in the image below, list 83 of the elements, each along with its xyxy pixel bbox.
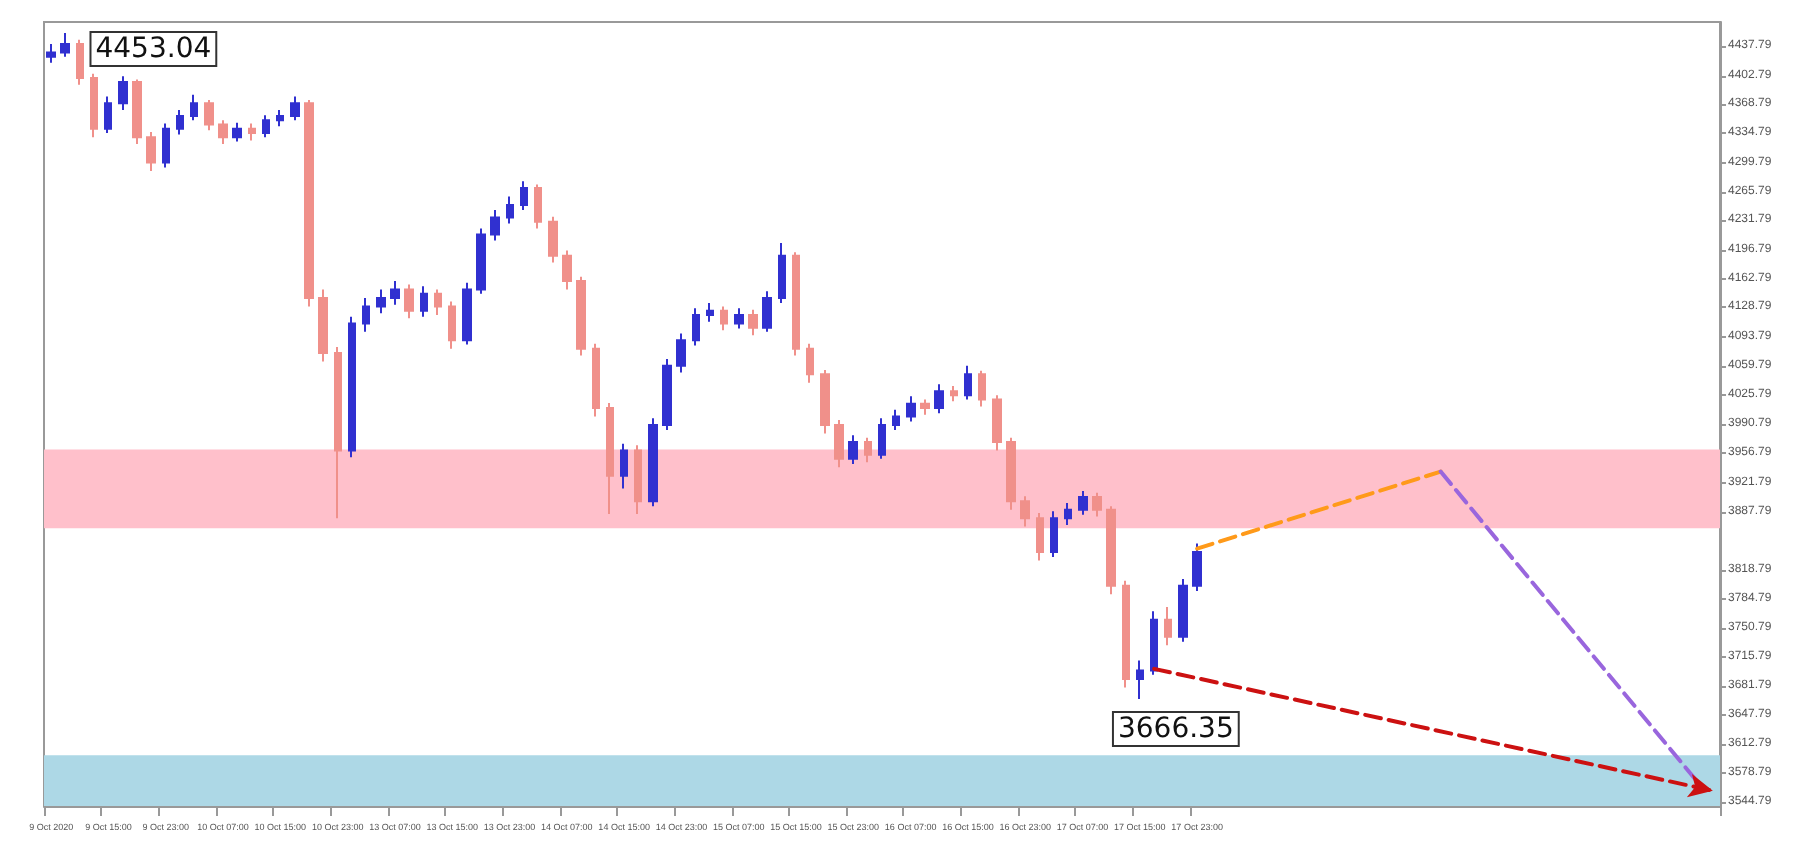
candlestick [404,283,414,320]
candlestick [634,444,642,515]
candlestick [204,98,214,132]
candlestick [548,215,558,264]
candlestick [348,315,356,459]
candlestick [792,251,800,357]
candlestick [950,385,958,403]
candlestick [576,275,586,357]
candlestick [104,95,112,134]
candlestick [1036,512,1044,562]
candlestick [1064,501,1072,526]
candlestick [476,227,486,295]
candlestick [676,332,686,374]
candlestick [1192,542,1202,592]
candlestick [1020,495,1030,528]
candlestick [762,290,772,333]
candlestick [190,93,198,122]
candlestick [920,398,930,416]
candlestick [276,109,284,128]
candlestick [146,131,156,173]
candlestick [132,78,142,145]
candlestick [218,119,228,145]
candlestick [304,98,314,308]
candlestick [262,114,270,139]
candlestick [706,302,714,323]
candlestick [734,307,744,330]
candlestick [720,305,728,332]
candlestick [506,195,514,225]
candlestick [606,401,614,515]
candlestick [620,442,628,490]
candlestick [662,357,672,432]
candlestick [864,436,872,464]
candlestick [232,121,242,143]
candlestick [778,241,786,305]
candlestick [1106,505,1116,596]
candlestick [1150,610,1158,676]
candlestick [362,297,370,333]
candlestick [1078,490,1088,516]
candlestick [892,408,900,432]
candlestick [806,342,814,384]
candlestick [334,346,342,520]
candlestick [978,369,986,408]
candlestick [390,280,400,306]
candlestick [462,281,472,346]
candlestick [90,72,98,139]
candlestick [1092,491,1102,518]
candlestick [290,95,300,122]
candlestick [490,208,500,242]
candlestick [1136,659,1144,701]
candlestick [534,183,542,230]
candlestick [1050,510,1058,559]
candlestick [1122,579,1130,689]
annotation: 3666.35 [1117,713,1234,746]
candlestick [318,288,328,363]
candlestick [592,342,600,418]
candlestick [376,288,386,315]
candlestick [820,368,830,435]
candlestick [448,300,456,350]
candlestick [1006,436,1016,511]
candlestick [162,122,170,169]
candlestick [834,418,844,469]
candlestick [692,307,700,347]
candlestick [934,383,944,415]
candlestick [76,38,84,86]
candlestick [520,180,528,211]
annotation: 4453.04 [95,32,212,65]
candlestick [176,109,184,136]
candlestick [878,417,886,460]
candlestick [648,417,658,508]
candlestick [118,75,128,112]
candlestick [992,394,1002,452]
candlestick [248,122,256,142]
candlestick [420,285,428,318]
candlestick [848,434,858,465]
candlestick [46,43,56,64]
candlestick [562,249,572,291]
candlestick [1178,578,1188,643]
candlestick [964,364,972,401]
candlestick [906,395,916,423]
candlestick [434,288,442,316]
candlestick [748,308,758,337]
candlestick [60,31,70,58]
candlestick [1164,606,1172,647]
